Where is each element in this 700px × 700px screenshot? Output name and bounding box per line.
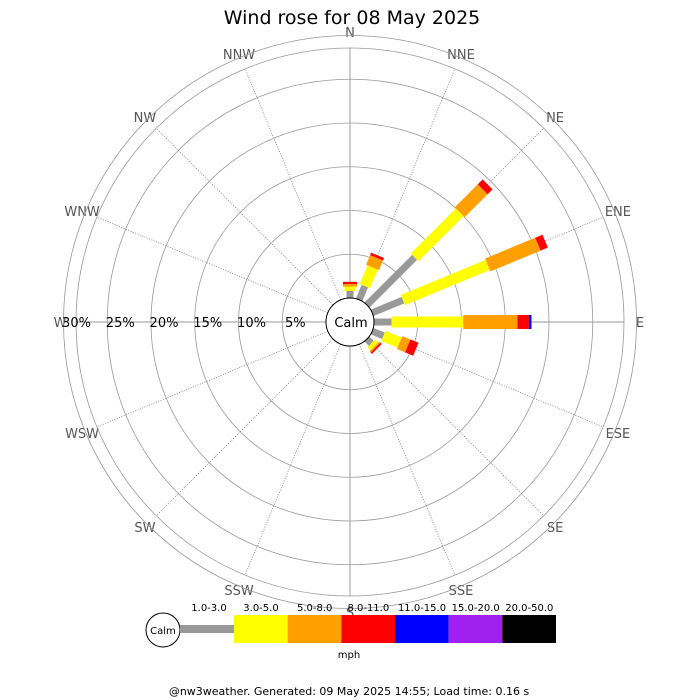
direction-label-ssw: SSW <box>224 584 254 599</box>
legend-label-1: 3.0-5.0 <box>243 603 278 614</box>
bar-segment-n-0 <box>346 291 354 298</box>
bar-segment-ene-1 <box>400 259 490 306</box>
direction-label-ese: ESE <box>606 427 631 442</box>
footer-text: @nw3weather. Generated: 09 May 2025 14:5… <box>169 685 530 698</box>
spoke-nne <box>358 68 456 300</box>
legend-swatch-2 <box>287 615 342 643</box>
direction-label-wsw: WSW <box>65 427 99 442</box>
legend-swatch-4 <box>395 615 449 643</box>
direction-label-sw: SW <box>134 521 155 536</box>
calm-circle <box>325 297 375 347</box>
bar-segment-nne-3 <box>370 252 385 261</box>
bar-se <box>364 336 382 354</box>
bar-segment-n-3 <box>343 281 357 284</box>
legend-swatch-0 <box>180 625 234 633</box>
ring-label-10: 10% <box>237 316 266 331</box>
spoke-sse <box>358 344 456 576</box>
bar-segment-ese-2 <box>396 336 411 353</box>
bar-segment-n-1 <box>344 286 356 291</box>
legend-label-2: 5.0-8.0 <box>297 603 332 614</box>
ring-label-15: 15% <box>193 316 222 331</box>
bar-segment-e-1 <box>391 316 464 328</box>
spoke-ese <box>372 330 604 428</box>
bar-segment-ese-3 <box>405 339 419 356</box>
bar-segment-ene-3 <box>535 234 548 251</box>
rose-bars <box>343 179 548 356</box>
bar-segment-ese-1 <box>381 330 402 348</box>
legend-label-3: 8.0-11.0 <box>347 603 389 614</box>
bar-segment-ne-0 <box>364 254 418 308</box>
ring-20 <box>150 122 550 522</box>
bar-nne <box>355 252 385 302</box>
bar-segment-nne-2 <box>366 255 384 271</box>
bar-segment-nne-1 <box>359 265 378 289</box>
chart-title: Wind rose for 08 May 2025 <box>224 7 481 29</box>
bar-segment-ene-2 <box>485 237 541 272</box>
ring-label-30: 30% <box>62 316 91 331</box>
legend-swatch-5 <box>448 615 503 643</box>
bar-segment-e-4 <box>528 315 532 329</box>
bar-segment-se-3 <box>370 342 382 354</box>
spoke-wnw <box>96 216 328 314</box>
legend-units: mph <box>338 650 360 661</box>
bar-segment-se-0 <box>364 336 374 346</box>
direction-label-e: E <box>636 316 644 331</box>
legend-label-6: 20.0-50.0 <box>505 603 553 614</box>
bar-segment-e-3 <box>517 315 529 329</box>
outer-ring <box>75 47 625 597</box>
direction-label-se: SE <box>547 521 563 536</box>
bar-segment-se-2 <box>369 341 381 353</box>
bar-ne <box>364 179 493 308</box>
calm-label: Calm <box>334 316 367 331</box>
legend: Calm mph 1.0-3.0 3.0-5.0 5.0-8.0 8.0-11.0 11… <box>145 603 557 661</box>
spoke-nw <box>155 127 334 306</box>
direction-label-nne: NNE <box>447 48 475 63</box>
direction-label-wnw: WNW <box>64 205 100 220</box>
bar-segment-ne-3 <box>477 179 493 195</box>
legend-swatch-1 <box>234 615 288 643</box>
ring-label-20: 20% <box>150 316 179 331</box>
direction-label-nnw: NNW <box>223 48 255 63</box>
bar-e <box>374 315 532 329</box>
spoke-nnw <box>244 68 342 300</box>
legend-label-5: 15.0-20.0 <box>452 603 500 614</box>
direction-label-nw: NW <box>134 111 157 126</box>
calm-center: Calm <box>325 297 375 347</box>
bar-segment-se-1 <box>367 339 379 351</box>
polar-grid: NNNENEENEEESESESSESSSWSWWSWWWNWNWNNW5%10… <box>54 26 645 621</box>
spoke-wsw <box>96 330 328 428</box>
bar-segment-ne-1 <box>410 208 464 262</box>
bar-segment-ene-0 <box>370 296 405 317</box>
bar-ene <box>370 234 548 317</box>
direction-label-ne: NE <box>546 111 564 126</box>
legend-swatch-6 <box>502 615 557 643</box>
legend-swatch-3 <box>341 615 396 643</box>
bar-segment-ne-2 <box>454 184 488 218</box>
ring-30 <box>63 35 637 609</box>
ring-label-25: 25% <box>106 316 135 331</box>
legend-label-4: 11.0-15.0 <box>398 603 446 614</box>
legend-label-0: 1.0-3.0 <box>191 603 226 614</box>
spoke-se <box>366 338 545 517</box>
ring-label-5: 5% <box>285 316 306 331</box>
bar-ese <box>370 327 419 356</box>
bar-segment-n-2 <box>343 284 357 287</box>
bar-segment-ese-0 <box>370 327 385 340</box>
bar-segment-nne-0 <box>355 284 369 302</box>
direction-label-s: S <box>346 606 354 621</box>
ring-25 <box>106 78 594 566</box>
bar-segment-e-0 <box>374 318 392 326</box>
legend-calm-label: Calm <box>150 626 176 637</box>
spoke-sw <box>155 338 334 517</box>
bar-segment-e-2 <box>463 315 518 329</box>
direction-label-ene: ENE <box>605 205 631 220</box>
spoke-ssw <box>244 344 342 576</box>
direction-label-sse: SSE <box>449 584 474 599</box>
direction-label-n: N <box>345 26 355 41</box>
bar-n <box>343 281 357 298</box>
